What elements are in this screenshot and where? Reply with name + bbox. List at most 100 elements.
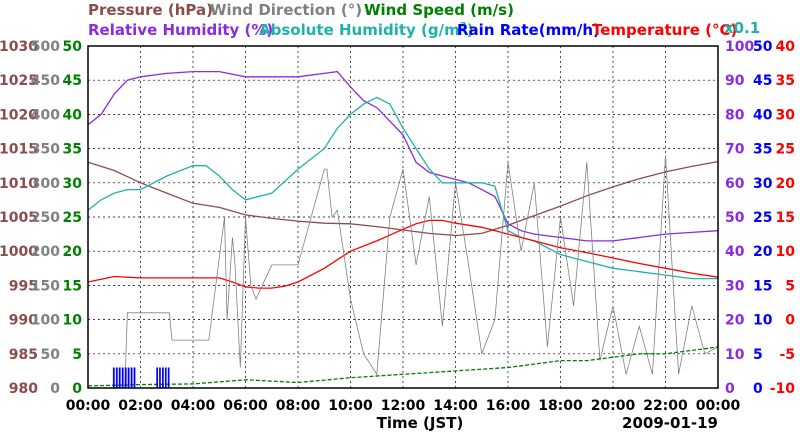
- x-tick-label: 06:00: [223, 398, 268, 414]
- y-tick-humidity: 30: [725, 278, 745, 294]
- y-tick-wind-speed: 30: [63, 176, 83, 192]
- y-tick-humidity: 60: [725, 176, 745, 192]
- y-tick-pressure: 1010: [0, 176, 38, 192]
- y-tick-temperature: 0: [785, 313, 795, 329]
- y-tick-pressure: 1005: [0, 210, 38, 226]
- y-tick-temperature: 30: [776, 107, 796, 123]
- y-tick-wind-direction: 100: [31, 313, 60, 329]
- y-tick-pressure: 980: [9, 381, 38, 397]
- y-tick-humidity: 80: [725, 107, 745, 123]
- y-tick-humidity: 50: [725, 210, 745, 226]
- date-label: 2009-01-19: [622, 414, 718, 432]
- y-tick-temperature: -5: [779, 347, 795, 363]
- y-tick-wind-direction: 150: [31, 278, 60, 294]
- y-tick-temperature: 25: [776, 142, 795, 158]
- y-tick-humidity: 40: [725, 244, 745, 260]
- y-tick-pressure: 1020: [0, 107, 38, 123]
- y-tick-pressure: 1000: [0, 244, 38, 260]
- rain-rate-bar: [133, 367, 136, 388]
- y-tick-humidity: 10: [725, 347, 745, 363]
- rain-rate-bar: [167, 367, 170, 388]
- rain-rate-bar: [130, 367, 133, 388]
- y-tick-wind-speed: 0: [72, 381, 82, 397]
- y-tick-wind-direction: 350: [31, 142, 60, 158]
- y-tick-humidity: 90: [725, 73, 745, 89]
- y-tick-temperature: 10: [776, 244, 796, 260]
- y-tick-wind-direction: 250: [31, 210, 60, 226]
- y-tick-rain-rate: 0: [753, 381, 763, 397]
- y-tick-wind-speed: 50: [63, 39, 83, 55]
- x-tick-label: 22:00: [643, 398, 688, 414]
- legend-temperature: Temperature (°C): [592, 21, 737, 39]
- y-tick-wind-speed: 5: [72, 347, 82, 363]
- y-tick-rain-rate: 20: [753, 244, 773, 260]
- x-tick-label: 18:00: [538, 398, 583, 414]
- legend-wind-speed: Wind Speed (m/s): [364, 1, 514, 19]
- y-tick-wind-direction: 500: [31, 39, 60, 55]
- x-tick-label: 14:00: [433, 398, 478, 414]
- plot-frame: [87, 45, 719, 389]
- series-wind-speed: [87, 346, 719, 387]
- y-tick-wind-direction: 0: [50, 381, 60, 397]
- y-tick-rain-rate: 35: [753, 142, 772, 158]
- y-tick-wind-speed: 40: [63, 107, 83, 123]
- y-tick-temperature: 20: [776, 176, 796, 192]
- y-tick-pressure: 985: [9, 347, 38, 363]
- y-tick-pressure: 990: [9, 313, 38, 329]
- series-absolute-humidity: [87, 96, 718, 280]
- rain-rate-bar: [127, 367, 130, 388]
- legend-absolute-humidity: Absolute Humidity (g/m3): [259, 21, 474, 39]
- legend-absolute-humidity-superscript: 3: [460, 21, 467, 32]
- y-tick-rain-rate: 50: [753, 39, 773, 55]
- legend-absolute-humidity-close: ): [467, 21, 474, 39]
- y-tick-rain-rate: 30: [753, 176, 773, 192]
- legend-scale-note: x0.1: [724, 19, 760, 37]
- rain-rate-bar: [118, 367, 121, 388]
- y-tick-wind-speed: 20: [63, 244, 83, 260]
- y-tick-pressure: 1015: [0, 142, 38, 158]
- x-tick-label: 00:00: [66, 398, 111, 414]
- y-tick-temperature: 40: [776, 39, 796, 55]
- x-tick-label: 08:00: [276, 398, 321, 414]
- y-tick-wind-direction: 450: [31, 73, 60, 89]
- y-tick-temperature: -10: [770, 381, 796, 397]
- legend-pressure: Pressure (hPa): [88, 1, 213, 19]
- rain-rate-bar: [162, 367, 164, 388]
- rain-rate-bar: [159, 367, 161, 388]
- x-tick-label: 00:00: [696, 398, 741, 414]
- x-tick-label: 10:00: [328, 398, 373, 414]
- y-tick-humidity: 100: [725, 39, 754, 55]
- y-tick-temperature: 5: [785, 278, 795, 294]
- y-tick-humidity: 70: [725, 142, 745, 158]
- y-tick-wind-speed: 35: [63, 142, 82, 158]
- rain-rate-bar: [156, 367, 158, 388]
- rain-rate-bar: [124, 367, 127, 388]
- y-tick-wind-direction: 300: [31, 176, 60, 192]
- y-tick-wind-direction: 50: [41, 347, 61, 363]
- rain-rate-bar: [121, 367, 124, 388]
- y-tick-wind-direction: 200: [31, 244, 60, 260]
- series-layer: [87, 70, 719, 389]
- legend-absolute-humidity-text: Absolute Humidity (g/m: [259, 21, 460, 39]
- y-tick-pressure: 1030: [0, 39, 38, 55]
- x-tick-label: 02:00: [118, 398, 163, 414]
- y-tick-wind-speed: 45: [63, 73, 82, 89]
- legend-relative-humidity: Relative Humidity (%): [88, 21, 273, 39]
- y-tick-rain-rate: 5: [753, 347, 763, 363]
- y-tick-rain-rate: 10: [753, 313, 773, 329]
- x-tick-label: 16:00: [486, 398, 531, 414]
- y-tick-temperature: 35: [776, 73, 795, 89]
- legend-rain-rate: Rain Rate(mm/h): [457, 21, 600, 39]
- y-tick-wind-speed: 15: [63, 278, 82, 294]
- y-tick-rain-rate: 45: [753, 73, 772, 89]
- rain-rate-bar: [164, 367, 167, 388]
- series-wind-direction: [88, 155, 719, 389]
- y-tick-rain-rate: 15: [753, 278, 772, 294]
- y-tick-humidity: 0: [725, 381, 735, 397]
- x-tick-label: 20:00: [591, 398, 636, 414]
- rain-rate-bar: [112, 367, 115, 388]
- x-tick-label: 04:00: [171, 398, 216, 414]
- y-tick-pressure: 995: [9, 278, 38, 294]
- axis-ticks: 00:00 02:00 04:00 06:00 08:00 10:00 12:00 14:00…: [0, 39, 795, 414]
